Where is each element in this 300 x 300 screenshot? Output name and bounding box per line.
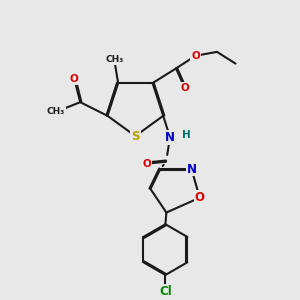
Text: O: O [180, 83, 189, 93]
Text: O: O [191, 51, 200, 61]
Text: Cl: Cl [159, 285, 172, 298]
Text: CH₃: CH₃ [105, 55, 123, 64]
Text: N: N [165, 131, 175, 144]
Text: O: O [195, 191, 205, 204]
Text: CH₃: CH₃ [47, 107, 65, 116]
Text: S: S [131, 130, 140, 142]
Text: H: H [182, 130, 191, 140]
Text: O: O [142, 159, 151, 169]
Text: N: N [187, 163, 196, 176]
Text: O: O [70, 74, 79, 84]
